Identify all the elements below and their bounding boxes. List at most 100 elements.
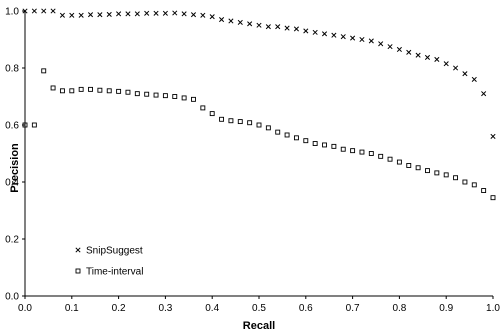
snipsuggest-point: [50, 8, 56, 14]
x-tick-label: 0.7: [346, 303, 360, 314]
time-interval-point: [88, 86, 93, 92]
snipsuggest-point: [134, 11, 140, 17]
snipsuggest-point: [453, 65, 459, 71]
time-interval-point: [359, 149, 365, 155]
time-interval-point: [41, 68, 47, 74]
snipsuggest-point: [87, 12, 94, 18]
time-interval-point: [144, 91, 150, 97]
y-tick-label: 0.6: [5, 121, 19, 132]
time-interval-point: [284, 132, 290, 138]
time-interval-point: [331, 143, 337, 149]
time-interval-point: [172, 94, 178, 99]
snipsuggest-point: [181, 11, 187, 17]
time-interval-point: [443, 172, 449, 178]
snipsuggest-point: [350, 35, 356, 41]
x-tick-label: 0.4: [205, 303, 219, 314]
time-interval-point: [415, 165, 421, 171]
time-interval-point: [453, 175, 459, 181]
time-interval-point: [116, 88, 122, 94]
time-interval-point: [125, 89, 131, 95]
y-tick-label: 0.2: [5, 235, 19, 246]
time-interval-point: [322, 142, 327, 148]
x-tick-label: 0.2: [112, 303, 126, 314]
time-interval-point: [228, 118, 234, 124]
time-interval-point: [181, 95, 187, 101]
series-time-interval: [22, 68, 496, 201]
y-tick-label: 0.0: [5, 292, 19, 303]
x-tick-label: 0.6: [299, 303, 313, 314]
time-interval-point: [153, 92, 159, 98]
snipsuggest-point: [359, 36, 365, 43]
x-tick-label: 0.3: [158, 303, 172, 314]
x-tick-label: 0.9: [439, 303, 453, 314]
time-interval-point: [69, 88, 75, 94]
time-interval-point: [396, 159, 402, 165]
time-interval-point: [97, 87, 103, 93]
time-interval-point: [378, 153, 384, 159]
snipsuggest-point: [340, 34, 346, 40]
y-tick-label: 0.8: [5, 64, 19, 75]
x-tick-label: 0.5: [252, 303, 266, 314]
snipsuggest-point: [406, 49, 412, 55]
time-interval-point: [237, 119, 243, 125]
snipsuggest-point: [69, 12, 75, 18]
snipsuggest-point: [424, 54, 431, 61]
time-interval-point: [350, 148, 356, 154]
time-interval-point: [265, 125, 271, 131]
time-interval-point: [312, 141, 318, 146]
time-interval-point: [434, 170, 440, 176]
time-interval-point: [209, 111, 215, 117]
time-interval-point: [293, 135, 299, 141]
snipsuggest-point: [209, 14, 215, 20]
x-tick-label: 0.1: [65, 303, 79, 314]
y-ticks: 0.0 0.2 0.4 0.6 0.8 1.0: [5, 7, 25, 303]
snipsuggest-point: [265, 24, 271, 30]
time-interval-point: [340, 146, 346, 152]
snipsuggest-point: [434, 56, 440, 63]
snipsuggest-point: [162, 10, 168, 16]
snipsuggest-point: [41, 8, 47, 14]
y-tick-label: 0.4: [5, 178, 19, 189]
time-interval-point: [191, 96, 196, 102]
y-axis-label: Precision: [9, 143, 21, 193]
time-interval-point: [59, 88, 65, 94]
snipsuggest-point: [256, 22, 262, 28]
snipsuggest-point: [144, 10, 150, 16]
snipsuggest-point: [331, 32, 337, 38]
snipsuggest-point: [200, 12, 206, 18]
time-interval-point: [78, 86, 84, 92]
snipsuggest-point: [237, 19, 243, 25]
series-snipsuggest: [22, 8, 496, 139]
snipsuggest-point: [443, 61, 449, 67]
legend-marker: [75, 268, 81, 274]
time-interval-point: [462, 179, 468, 185]
time-interval-point: [387, 156, 393, 162]
snipsuggest-point: [312, 29, 318, 35]
snipsuggest-point: [321, 31, 328, 37]
snipsuggest-point: [368, 38, 374, 44]
time-interval-point: [275, 129, 281, 135]
time-interval-point: [406, 163, 412, 168]
time-interval-point: [256, 122, 262, 128]
snipsuggest-point: [219, 16, 225, 23]
snipsuggest-point: [462, 71, 468, 77]
snipsuggest-point: [284, 25, 290, 31]
snipsuggest-point: [481, 91, 487, 97]
snipsuggest-point: [190, 12, 197, 18]
snipsuggest-point: [59, 12, 65, 18]
time-interval-point: [303, 138, 309, 144]
time-interval-point: [490, 195, 496, 201]
snipsuggest-point: [471, 76, 477, 82]
time-interval-point: [247, 120, 253, 126]
snipsuggest-point: [97, 12, 103, 18]
y-tick-label: 1.0: [5, 7, 19, 18]
x-tick-label: 1.0: [486, 303, 500, 314]
snipsuggest-point: [396, 46, 402, 53]
time-interval-point: [106, 88, 112, 94]
time-interval-point: [134, 91, 140, 97]
snipsuggest-point: [387, 44, 393, 50]
x-ticks: 0.0 0.1 0.2 0.3 0.4 0.5 0.6 0.7 0.8 0.9 1.0: [18, 296, 500, 314]
x-axis-label: Recall: [243, 320, 275, 332]
time-interval-point: [471, 182, 477, 188]
